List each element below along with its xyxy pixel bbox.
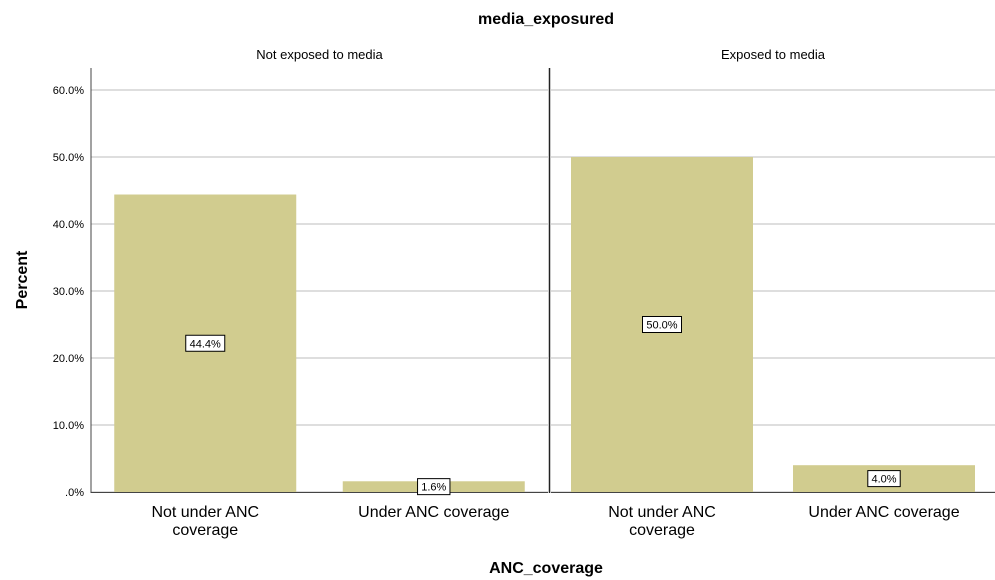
data-label: 50.0%	[646, 320, 677, 332]
chart-title: media_exposured	[478, 11, 614, 28]
y-tick-label: .0%	[65, 487, 84, 499]
x-tick-label: Not under ANC coverage	[608, 504, 716, 539]
data-label-box	[642, 316, 682, 333]
x-tick-label: Not under ANC coverage	[151, 504, 259, 539]
y-tick-label: 10.0%	[53, 420, 84, 432]
data-label-box	[417, 478, 451, 496]
data-label: 4.0%	[871, 474, 896, 486]
plot-area: .0% 10.0% 20.0% 30.0% 40.0% 50.0% 60.0% Not exp…	[53, 47, 995, 539]
y-tick-label: 40.0%	[53, 219, 84, 231]
data-label: 44.4%	[190, 338, 221, 350]
x-tick-label: Under ANC coverage	[358, 504, 509, 521]
y-tick-label: 60.0%	[53, 85, 84, 97]
y-tick-label: 20.0%	[53, 353, 84, 365]
data-label-box	[185, 334, 226, 352]
y-axis-label: Percent	[14, 250, 31, 309]
panel-title: Exposed to media	[721, 47, 826, 62]
panel-title: Not exposed to media	[256, 47, 383, 62]
data-label-box	[867, 470, 901, 488]
y-tick-label: 50.0%	[53, 152, 84, 164]
x-axis-label: ANC_coverage	[489, 560, 603, 577]
y-tick-label: 30.0%	[53, 286, 84, 298]
x-tick-label: Under ANC coverage	[808, 504, 959, 521]
data-label: 1.6%	[421, 482, 446, 494]
